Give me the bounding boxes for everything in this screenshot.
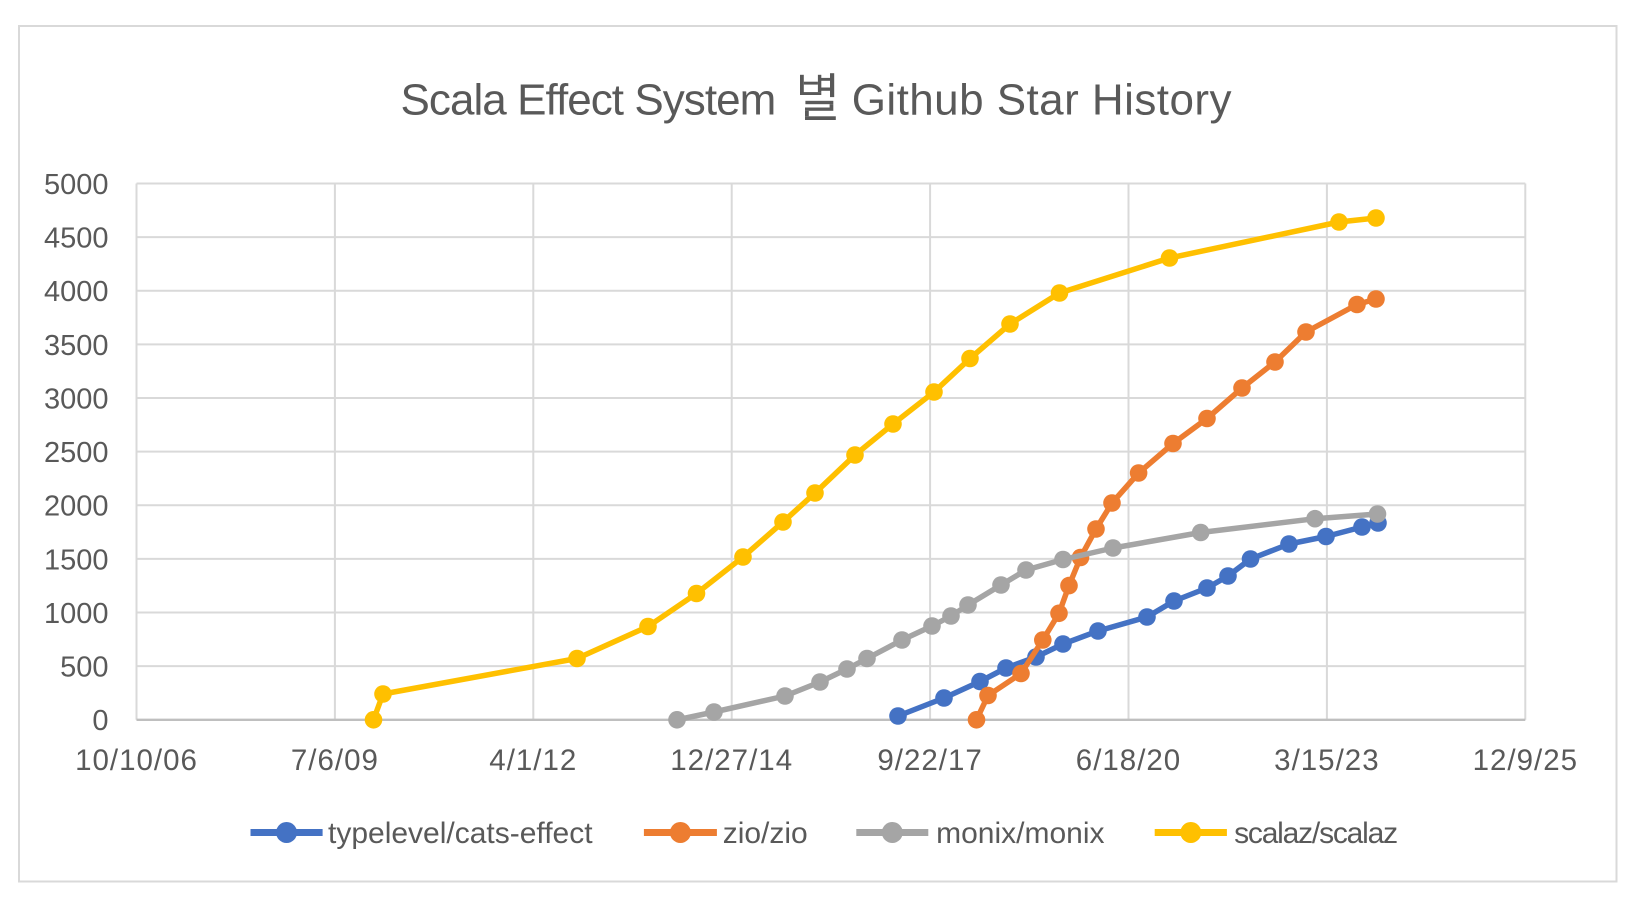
svg-text:1000: 1000 (44, 598, 109, 630)
svg-text:7/6/09: 7/6/09 (291, 744, 379, 777)
svg-text:5000: 5000 (44, 169, 109, 201)
svg-text:4500: 4500 (44, 223, 109, 255)
svg-text:0: 0 (92, 705, 108, 737)
svg-text:12/27/14: 12/27/14 (670, 744, 793, 777)
svg-text:1500: 1500 (44, 544, 109, 576)
svg-text:3000: 3000 (44, 383, 109, 415)
svg-text:2000: 2000 (44, 491, 109, 523)
svg-text:Scala Effect System: Scala Effect System (401, 75, 776, 124)
svg-text:4000: 4000 (44, 276, 109, 308)
svg-text:zio/zio: zio/zio (723, 817, 808, 850)
svg-text:scalaz/scalaz: scalaz/scalaz (1234, 817, 1397, 850)
svg-text:2500: 2500 (44, 437, 109, 469)
svg-text:monix/monix: monix/monix (936, 817, 1104, 850)
svg-text:typelevel/cats-effect: typelevel/cats-effect (328, 817, 593, 850)
svg-text:9/22/17: 9/22/17 (877, 744, 982, 777)
svg-text:12/9/25: 12/9/25 (1473, 744, 1578, 777)
svg-text:3500: 3500 (44, 330, 109, 362)
svg-text:6/18/20: 6/18/20 (1076, 744, 1181, 777)
svg-text:3/15/23: 3/15/23 (1274, 744, 1379, 777)
svg-text:Github Star History: Github Star History (852, 75, 1232, 124)
svg-text:500: 500 (60, 652, 108, 684)
svg-text:10/10/06: 10/10/06 (75, 744, 198, 777)
svg-text:4/1/12: 4/1/12 (489, 744, 577, 777)
